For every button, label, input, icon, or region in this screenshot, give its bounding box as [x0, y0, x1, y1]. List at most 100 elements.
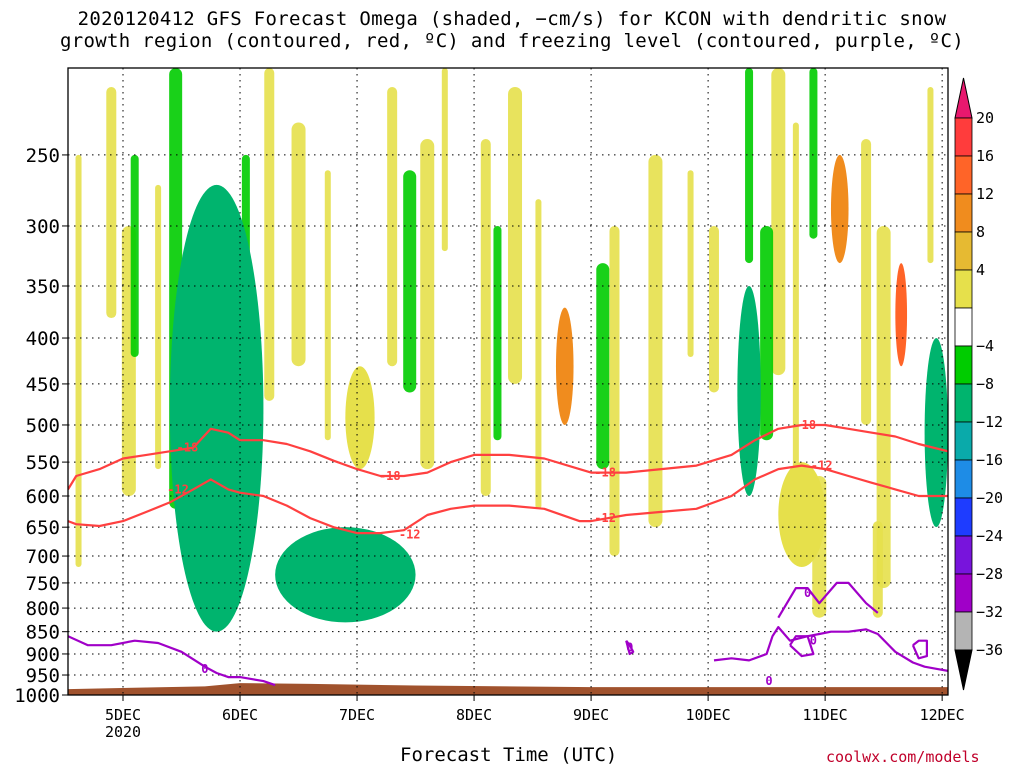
omega-shade-streak — [760, 225, 774, 441]
contour-label: -18 — [794, 418, 816, 432]
contour-label: -18 — [379, 469, 401, 483]
colorbar-box — [954, 497, 973, 537]
y-tick-label: 1000 — [14, 685, 60, 707]
contour-label: 0 — [626, 640, 633, 654]
colorbar-label: 12 — [976, 185, 994, 203]
omega-shade-streak — [872, 521, 883, 618]
y-tick-label: 650 — [26, 517, 60, 539]
contour-line-freezing — [777, 581, 879, 619]
x-tick-label: 6DEC — [222, 706, 258, 724]
contour-label: -12 — [399, 527, 421, 541]
omega-shade-streak — [387, 87, 398, 367]
omega-shade-streak — [861, 139, 872, 425]
colorbar-box — [954, 611, 973, 651]
y-tick-label: 400 — [26, 328, 60, 350]
omega-shade-streak — [708, 225, 719, 393]
colorbar-box — [954, 345, 973, 385]
x-axis-label: Forecast Time (UTC) — [400, 744, 618, 766]
colorbar-label: −28 — [976, 565, 1003, 583]
colorbar-box — [954, 307, 973, 347]
omega-shaded-region — [830, 154, 849, 264]
omega-shade-streak — [927, 87, 934, 264]
x-tick-label: 11DEC — [803, 706, 848, 724]
colorbar-label: −4 — [976, 337, 994, 355]
x-tick-label: 7DEC — [339, 706, 375, 724]
omega-shade-streak — [403, 170, 417, 393]
omega-shade-streak — [745, 68, 754, 264]
y-tick-label: 450 — [26, 374, 60, 396]
contour-label: 0 — [810, 634, 817, 648]
chart-title-line-2: growth region (contoured, red, ºC) and f… — [60, 30, 964, 52]
colorbar-box — [954, 117, 973, 157]
omega-shade-streak — [809, 68, 818, 239]
omega-shade-streak — [535, 199, 542, 509]
omega-shade-streak — [155, 184, 162, 470]
x-tick-label: 5DEC — [105, 706, 141, 724]
y-tick-label: 800 — [26, 598, 60, 620]
colorbar-label: −32 — [976, 603, 1003, 621]
y-tick-label: 550 — [26, 452, 60, 474]
omega-shade-streak — [480, 139, 491, 496]
omega-shaded-region — [345, 366, 375, 470]
omega-shade-streak — [508, 87, 523, 384]
contour-line-freezing — [713, 625, 948, 672]
omega-shade-streak — [609, 225, 620, 557]
y-tick-label: 750 — [26, 573, 60, 595]
y-tick-label: 850 — [26, 622, 60, 644]
site-credit: coolwx.com/models — [826, 748, 980, 766]
colorbar-bottom-triangle — [954, 649, 973, 691]
chart-title-line-1: 2020120412 GFS Forecast Omega (shaded, −… — [77, 8, 947, 30]
omega-shade-streak — [106, 87, 117, 319]
contour-label: -18 — [594, 466, 616, 480]
omega-shade-streak — [771, 68, 786, 376]
colorbar-box — [954, 155, 973, 195]
colorbar-box — [954, 193, 973, 233]
contour-line-freezing — [911, 639, 929, 660]
contour-label: -12 — [167, 482, 189, 496]
omega-shade-streak — [420, 139, 435, 470]
x-tick-label: 9DEC — [573, 706, 609, 724]
omega-shaded-region — [169, 184, 264, 632]
y-tick-label: 600 — [26, 486, 60, 508]
x-tick-label: 10DEC — [686, 706, 731, 724]
colorbar-box — [954, 421, 973, 461]
colorbar-label: −16 — [976, 451, 1003, 469]
x-tick-sublabel: 2020 — [105, 723, 141, 741]
y-tick-label: 900 — [26, 644, 60, 666]
contour-label: 0 — [765, 674, 772, 688]
y-tick-label: 700 — [26, 546, 60, 568]
omega-shaded-region — [778, 462, 826, 568]
contour-line-dgz — [68, 423, 948, 490]
plot-layer: -18 -12 -18 -12 -18 -12 -18 -12 0 0 0 0 0 — [68, 68, 948, 695]
y-tick-label: 250 — [26, 145, 60, 167]
contour-line-freezing — [625, 640, 635, 656]
y-tick-label: 500 — [26, 415, 60, 437]
omega-shade-streak — [291, 122, 306, 367]
contour-line-dgz — [68, 464, 948, 535]
colorbar-box — [954, 573, 973, 613]
omega-shade-streak — [130, 154, 139, 358]
omega-shade-streak — [441, 68, 448, 252]
colorbar-label: −12 — [976, 413, 1003, 431]
colorbar-top-triangle — [954, 77, 973, 119]
contour-label: -12 — [594, 511, 616, 525]
contour-label: -12 — [811, 459, 833, 473]
omega-shade-streak — [596, 263, 610, 470]
omega-shaded-region — [924, 338, 948, 528]
contour-label: -18 — [177, 441, 199, 455]
y-tick-label: 300 — [26, 216, 60, 238]
y-tick-label: 950 — [26, 665, 60, 687]
contour-label: 0 — [201, 662, 208, 676]
omega-shade-streak — [792, 122, 799, 496]
colorbar-label: 20 — [976, 109, 994, 127]
colorbar-label: −20 — [976, 489, 1003, 507]
colorbar-box — [954, 231, 973, 271]
colorbar-box — [954, 269, 973, 309]
omega-shaded-region — [555, 307, 574, 425]
colorbar-label: −24 — [976, 527, 1003, 545]
x-tick-label: 12DEC — [920, 706, 965, 724]
omega-shade-streak — [493, 225, 502, 441]
colorbar-box — [954, 535, 973, 575]
omega-shade-streak — [75, 154, 82, 568]
